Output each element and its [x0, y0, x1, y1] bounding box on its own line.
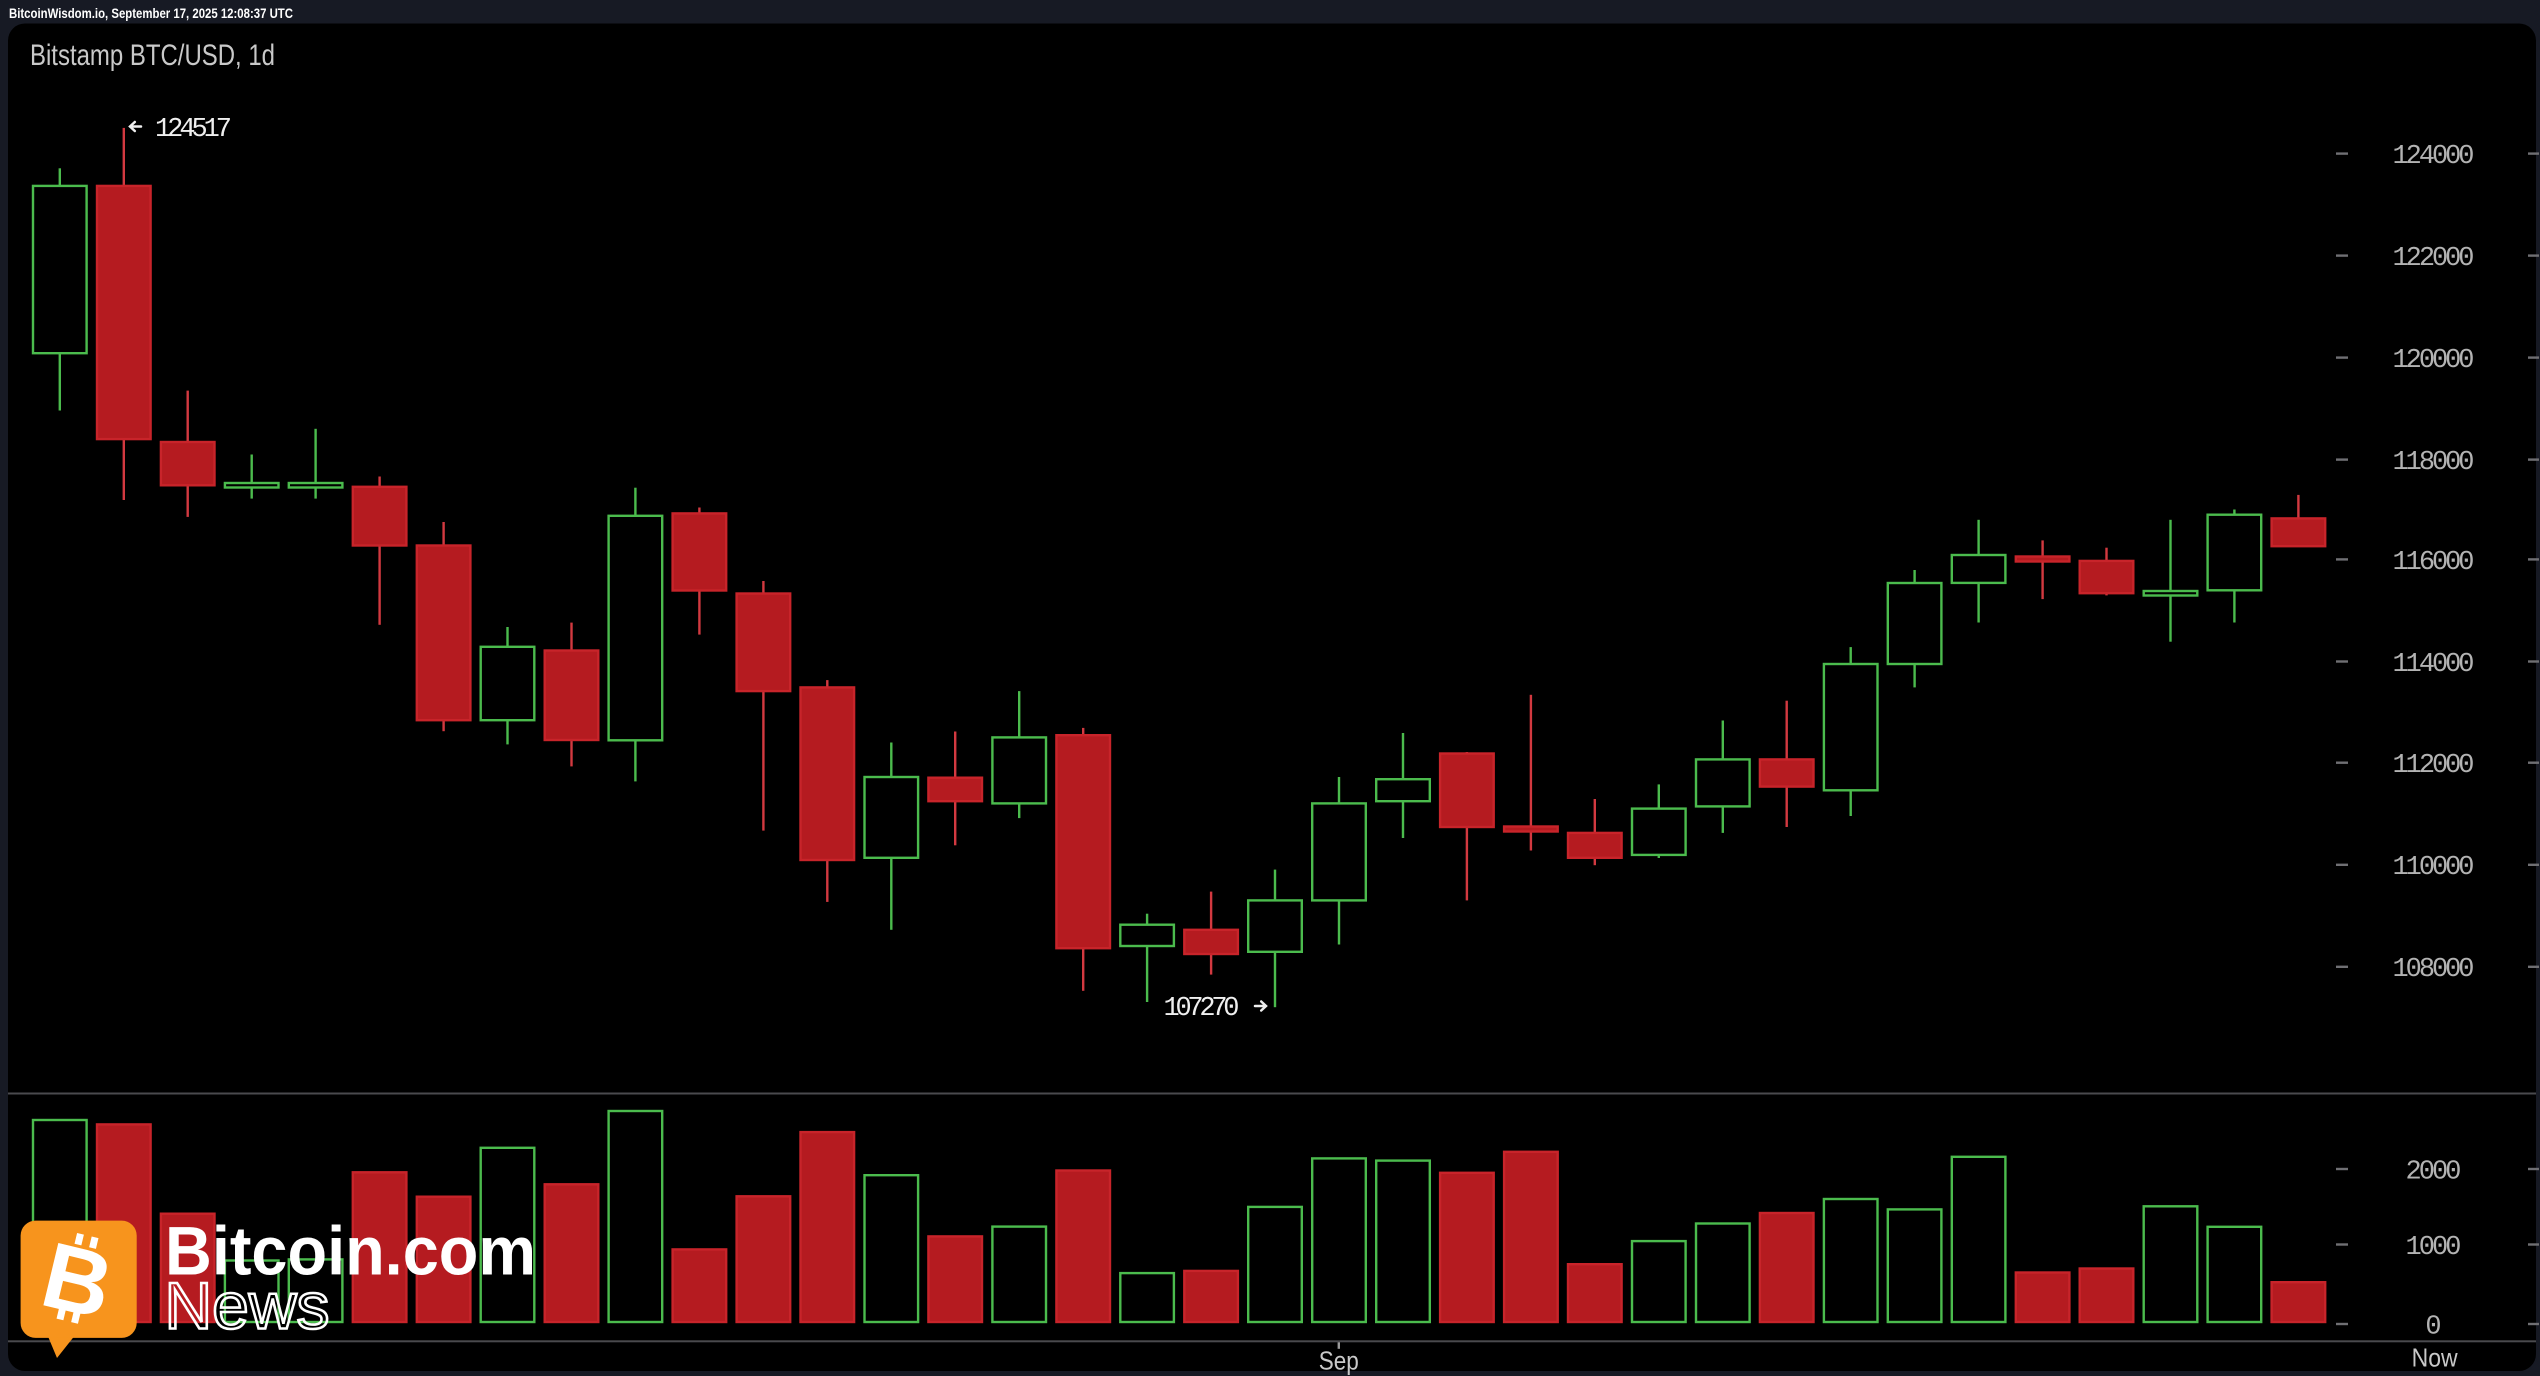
svg-text:124517: 124517: [155, 115, 232, 145]
svg-text:1000: 1000: [2406, 1233, 2462, 1263]
svg-text:News: News: [165, 1269, 330, 1343]
svg-text:Bitstamp BTC/USD, 1d: Bitstamp BTC/USD, 1d: [30, 39, 275, 72]
svg-text:120000: 120000: [2393, 346, 2475, 376]
svg-text:Now: Now: [2412, 1343, 2458, 1373]
svg-text:Bitcoin.com: Bitcoin.com: [165, 1213, 536, 1290]
svg-text:112000: 112000: [2393, 751, 2475, 781]
svg-text:2000: 2000: [2406, 1157, 2462, 1187]
svg-text:Sep: Sep: [1319, 1346, 1359, 1376]
svg-text:BitcoinWisdom.io, September 17: BitcoinWisdom.io, September 17, 2025 12:…: [9, 6, 293, 21]
svg-text:108000: 108000: [2393, 955, 2475, 985]
svg-text:122000: 122000: [2393, 244, 2475, 274]
svg-text:107270: 107270: [1164, 994, 1240, 1024]
svg-text:124000: 124000: [2393, 142, 2475, 172]
svg-text:110000: 110000: [2393, 853, 2475, 883]
svg-text:116000: 116000: [2393, 548, 2475, 578]
svg-text:114000: 114000: [2393, 650, 2475, 680]
svg-text:118000: 118000: [2393, 448, 2475, 478]
svg-text:0: 0: [2425, 1312, 2441, 1342]
